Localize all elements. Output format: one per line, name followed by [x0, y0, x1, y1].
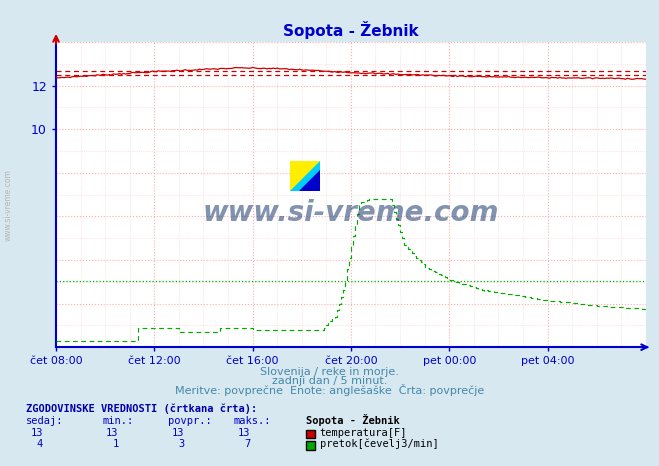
Text: povpr.:: povpr.: [168, 416, 212, 426]
Text: sedaj:: sedaj: [26, 416, 64, 426]
Polygon shape [290, 161, 320, 191]
Text: Meritve: povprečne  Enote: anglešaške  Črta: povprečje: Meritve: povprečne Enote: anglešaške Črt… [175, 384, 484, 396]
Polygon shape [299, 170, 320, 191]
Text: 4: 4 [37, 439, 43, 449]
Text: maks.:: maks.: [234, 416, 272, 426]
Text: 13: 13 [30, 428, 43, 438]
Text: Sopota - Žebnik: Sopota - Žebnik [306, 414, 400, 426]
Text: temperatura[F]: temperatura[F] [320, 428, 407, 438]
Text: www.si-vreme.com: www.si-vreme.com [203, 199, 499, 227]
Text: 1: 1 [113, 439, 119, 449]
Text: 13: 13 [172, 428, 185, 438]
Text: 13: 13 [238, 428, 250, 438]
Text: 7: 7 [244, 439, 250, 449]
Text: zadnji dan / 5 minut.: zadnji dan / 5 minut. [272, 377, 387, 386]
Text: Slovenija / reke in morje.: Slovenija / reke in morje. [260, 367, 399, 377]
Polygon shape [290, 161, 320, 191]
Text: www.si-vreme.com: www.si-vreme.com [3, 169, 13, 241]
Text: ZGODOVINSKE VREDNOSTI (črtkana črta):: ZGODOVINSKE VREDNOSTI (črtkana črta): [26, 404, 258, 414]
Title: Sopota - Žebnik: Sopota - Žebnik [283, 21, 418, 40]
Text: 13: 13 [106, 428, 119, 438]
Text: 3: 3 [179, 439, 185, 449]
Text: pretok[čevelj3/min]: pretok[čevelj3/min] [320, 439, 438, 449]
Text: min.:: min.: [102, 416, 133, 426]
